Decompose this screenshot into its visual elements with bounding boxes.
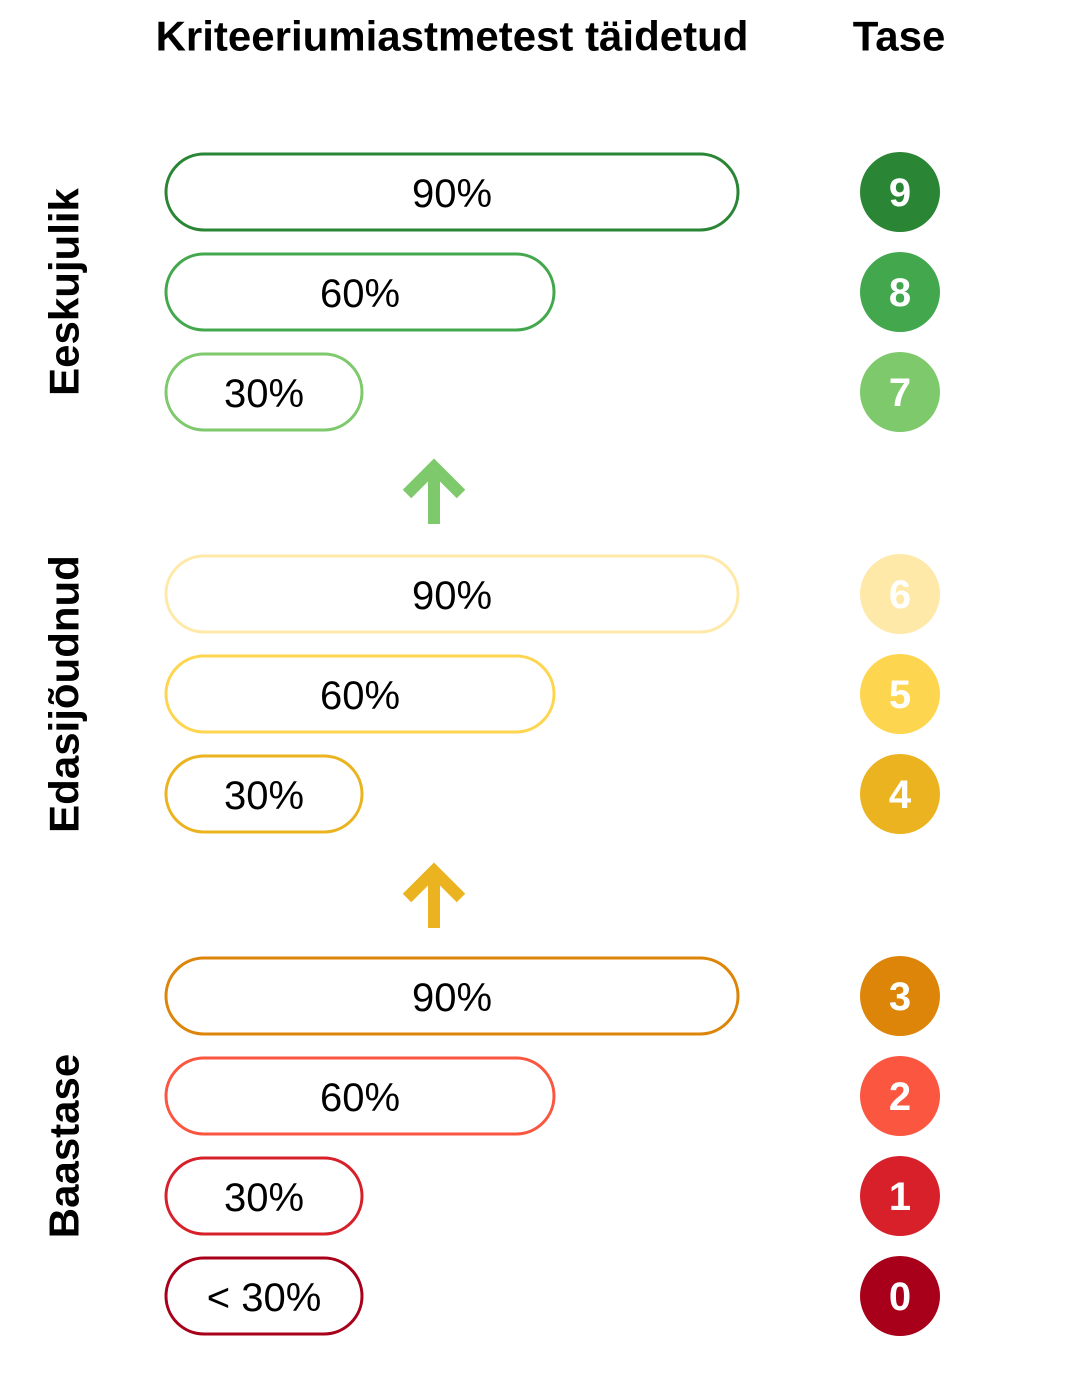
level-badge — [860, 956, 940, 1036]
percent-label: 60% — [320, 1076, 400, 1120]
percent-pill — [164, 754, 364, 834]
percent-label: 30% — [224, 372, 304, 416]
percent-pill — [164, 654, 556, 734]
group-label: Baastase — [41, 1054, 88, 1238]
percent-label: 60% — [320, 674, 400, 718]
level-badge — [860, 754, 940, 834]
percent-label: 30% — [224, 1176, 304, 1220]
group-label: Eeskujulik — [41, 187, 88, 395]
level-badge — [860, 1056, 940, 1136]
level-number: 8 — [889, 271, 911, 315]
level-badge — [860, 554, 940, 634]
level-number: 6 — [889, 573, 911, 617]
level-number: 4 — [889, 773, 912, 817]
level-number: 3 — [889, 975, 911, 1019]
level-badge — [860, 152, 940, 232]
percent-pill — [164, 1156, 364, 1236]
level-number: 5 — [889, 673, 911, 717]
percent-label: 90% — [412, 976, 492, 1020]
criteria-header: Kriteeriumiastmetest täidetud — [156, 13, 749, 60]
level-badge — [860, 352, 940, 432]
level-number: 9 — [889, 171, 911, 215]
group-label: Edasijõudnud — [41, 555, 88, 833]
percent-label: 30% — [224, 774, 304, 818]
level-number: 1 — [889, 1175, 911, 1219]
level-badge — [860, 1256, 940, 1336]
arrow-up — [402, 458, 466, 524]
percent-pill — [164, 352, 364, 432]
percent-label: 60% — [320, 272, 400, 316]
arrow-up — [402, 862, 466, 928]
level-number: 2 — [889, 1075, 911, 1119]
percent-label: < 30% — [207, 1276, 322, 1320]
percent-pill — [164, 1056, 556, 1136]
percent-label: 90% — [412, 172, 492, 216]
percent-pill — [164, 152, 740, 232]
level-badge — [860, 252, 940, 332]
level-header: Tase — [853, 13, 946, 60]
percent-pill — [164, 252, 556, 332]
level-number: 0 — [889, 1275, 911, 1319]
percent-pill — [164, 554, 740, 634]
level-number: 7 — [889, 371, 911, 415]
percent-pill — [164, 956, 740, 1036]
percent-pill — [164, 1256, 364, 1336]
level-badge — [860, 654, 940, 734]
percent-label: 90% — [412, 574, 492, 618]
level-badge — [860, 1156, 940, 1236]
